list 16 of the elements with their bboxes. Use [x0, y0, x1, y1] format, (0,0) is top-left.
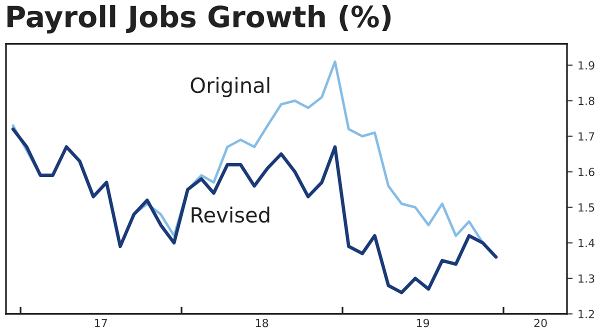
y-tick-label: 1.9: [578, 61, 594, 70]
line-series: [11, 127, 498, 294]
y-tick-label: 1.8: [578, 96, 594, 106]
x-tick-label: 17: [94, 318, 107, 328]
y-tick-label: 1.4: [578, 238, 594, 248]
x-tick-label: 19: [416, 318, 430, 328]
x-tick-label: 20: [534, 318, 547, 328]
y-tick-label: 1.3: [578, 274, 594, 283]
x-tick-label: 18: [256, 318, 268, 328]
series-label: Revised: [192, 206, 270, 223]
y-tick-label: 1.6: [578, 168, 594, 176]
y-tick-label: 1.2: [578, 310, 594, 318]
series-label: Original: [190, 77, 270, 98]
y-tick-label: 1.5: [578, 203, 594, 212]
chart-title: Payroll Jobs Growth (%): [7, 5, 391, 34]
y-tick-label: 1.7: [578, 132, 594, 140]
